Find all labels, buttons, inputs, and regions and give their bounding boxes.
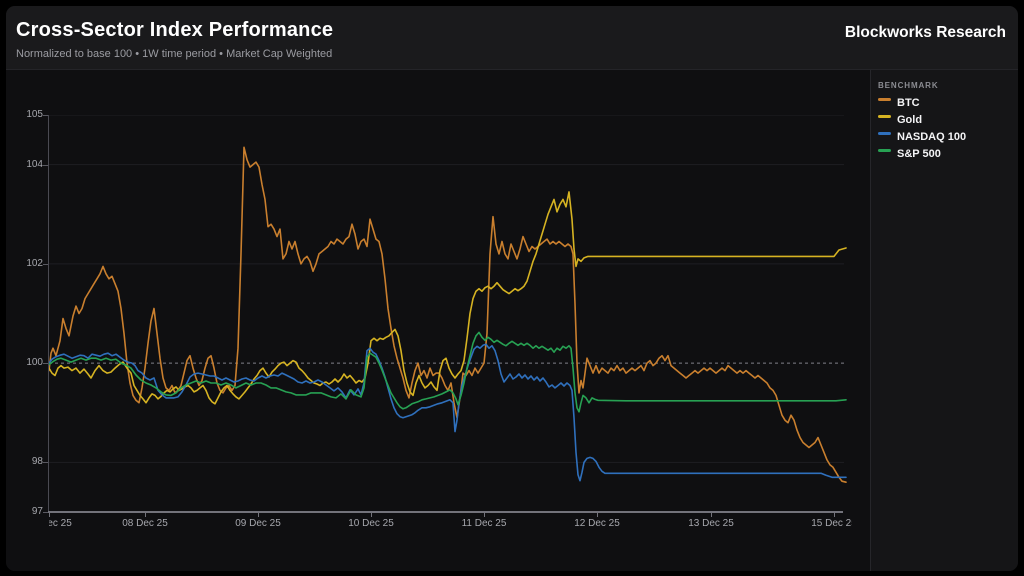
y-tick-mark <box>43 512 48 513</box>
x-tick-label: 08 Dec 25 <box>122 518 168 529</box>
x-tick-label: 15 Dec 25 <box>811 518 852 529</box>
series-line-btc <box>49 146 847 484</box>
y-tick-label: 105 <box>26 109 43 120</box>
y-tick-label: 98 <box>31 456 43 468</box>
x-tick-mark <box>597 513 598 517</box>
chart-svg <box>49 115 847 484</box>
legend-item-gold[interactable]: Gold <box>878 115 1018 126</box>
legend-items: BTC Gold NASDAQ 100 S&P 500 <box>878 98 1018 160</box>
series-clip <box>49 115 852 512</box>
x-tick-mark <box>484 513 485 517</box>
y-tick-label: 104 <box>26 158 43 170</box>
x-tick-mark <box>49 513 50 517</box>
x-tick-mark <box>834 513 835 517</box>
x-tick-label: 09 Dec 25 <box>235 518 281 529</box>
legend-item-s-p-500[interactable]: S&P 500 <box>878 149 1018 160</box>
page-subtitle: Normalized to base 100 • 1W time period … <box>16 48 333 60</box>
legend-panel: BENCHMARK BTC Gold NASDAQ 100 S&P 500 <box>870 70 1018 571</box>
series-line-nasdaq-100 <box>49 343 847 482</box>
y-tick-mark <box>43 264 48 265</box>
y-axis-spine <box>48 115 49 513</box>
y-tick-mark <box>43 115 48 116</box>
x-tick-mark <box>258 513 259 517</box>
y-tick-label: 97 <box>31 506 43 517</box>
series-line-gold <box>49 191 847 405</box>
legend-swatch-gold <box>878 115 891 118</box>
y-tick-label: 100 <box>26 357 43 369</box>
legend-item-label: BTC <box>897 97 920 109</box>
x-tick-mark <box>145 513 146 517</box>
series-line-s-p-500 <box>49 331 847 413</box>
x-tick-mark <box>371 513 372 517</box>
x-tick-label: 10 Dec 25 <box>348 518 394 529</box>
page-title: Cross-Sector Index Performance <box>16 19 334 41</box>
x-tick-label: 13 Dec 25 <box>688 518 734 529</box>
y-tick-mark <box>43 363 48 364</box>
brand-logo: Blockworks Research <box>844 24 1006 41</box>
y-tick-mark <box>43 165 48 166</box>
legend-swatch-btc <box>878 98 891 101</box>
card-header: Cross-Sector Index Performance Normalize… <box>6 6 1018 70</box>
x-tick-label: 08 Dec 25 <box>49 518 72 529</box>
main-card: Cross-Sector Index Performance Normalize… <box>6 6 1018 571</box>
y-tick-label: 102 <box>26 257 43 269</box>
legend-item-label: S&P 500 <box>897 148 941 160</box>
x-tick-label: 11 Dec 25 <box>461 518 507 529</box>
chart-section: 105 104 102 100 98 97 08 Dec 25 08 Dec 25 09 De… <box>6 70 870 571</box>
x-axis-labels: 08 Dec 25 08 Dec 25 09 Dec 25 10 Dec 25 11 D… <box>49 517 852 533</box>
y-tick-mark <box>43 462 48 463</box>
legend-swatch-nasdaq-100 <box>878 132 891 135</box>
legend-item-nasdaq-100[interactable]: NASDAQ 100 <box>878 132 1018 143</box>
plot-area[interactable]: 105 104 102 100 98 97 08 Dec 25 08 Dec 25 09 De… <box>26 109 852 529</box>
x-tick-mark <box>711 513 712 517</box>
legend-swatch-s-p-500 <box>878 149 891 152</box>
x-tick-label: 12 Dec 25 <box>574 518 620 529</box>
legend-item-btc[interactable]: BTC <box>878 98 1018 109</box>
legend-item-label: NASDAQ 100 <box>897 131 967 143</box>
x-axis-spine <box>48 511 843 513</box>
legend-title: BENCHMARK <box>878 81 939 90</box>
legend-item-label: Gold <box>897 114 923 126</box>
